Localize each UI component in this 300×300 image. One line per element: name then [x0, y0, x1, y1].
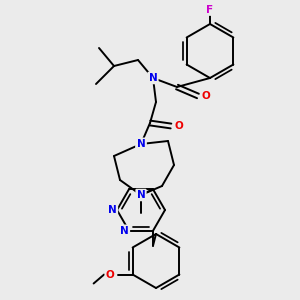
Text: F: F [206, 4, 214, 15]
Text: O: O [106, 269, 115, 280]
Text: N: N [136, 190, 146, 200]
Text: N: N [108, 205, 117, 215]
Text: N: N [136, 139, 146, 149]
Text: O: O [174, 121, 183, 131]
Text: N: N [136, 139, 146, 149]
Text: N: N [120, 226, 129, 236]
Text: N: N [148, 73, 158, 83]
Text: O: O [201, 91, 210, 101]
